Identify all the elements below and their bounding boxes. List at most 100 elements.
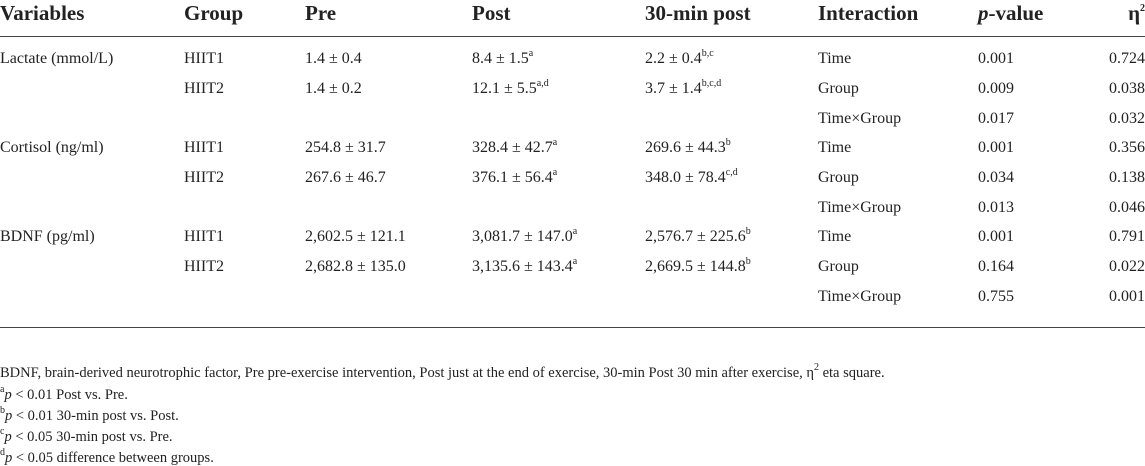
cell-variable: Lactate (mmol/L) xyxy=(0,50,113,68)
cell-variable-text: Lactate (mmol/L) xyxy=(0,50,114,67)
cell-pre-text: 2,602.5 ± 121.1 xyxy=(305,228,406,245)
cell-post-superscript: a xyxy=(552,136,558,148)
cell-interaction: Group xyxy=(818,169,859,187)
cell-eta-squared: 0.724 xyxy=(1109,50,1145,68)
cell-p-value-text: 0.001 xyxy=(978,228,1014,245)
cell-p-value-text: 0.164 xyxy=(978,258,1014,275)
cell-interaction-text: Time×Group xyxy=(818,199,902,216)
cell-eta-squared-text: 0.022 xyxy=(1109,258,1145,275)
cell-p-value: 0.755 xyxy=(978,288,1014,306)
cell-group: HIIT2 xyxy=(184,80,224,98)
footnote-p: p xyxy=(4,387,12,403)
footnote-mark: d xyxy=(0,447,5,459)
cell-post-text: 3,081.7 ± 147.0 xyxy=(472,228,573,245)
header-variables: Variables xyxy=(0,1,85,25)
header-post: Post xyxy=(472,1,511,25)
footnote-item: dp < 0.05 difference between groups. xyxy=(0,447,214,466)
cell-eta-squared-text: 0.356 xyxy=(1109,139,1145,156)
cell-post-superscript: a xyxy=(572,225,578,237)
cell-eta-squared-text: 0.001 xyxy=(1109,288,1145,305)
cell-interaction-text: Time×Group xyxy=(818,288,902,305)
eta-symbol: η xyxy=(1128,1,1140,25)
cell-interaction-text: Time xyxy=(818,228,852,245)
cell-eta-squared: 0.138 xyxy=(1109,169,1145,187)
footnote-text: < 0.01 30-min post vs. Post. xyxy=(12,408,179,424)
cell-30min-post-text: 348.0 ± 78.4 xyxy=(645,169,726,186)
cell-30min-post-superscript: b xyxy=(745,225,751,237)
table-row: Time×Group 0.013 0.046 xyxy=(0,199,1145,229)
cell-pre: 254.8 ± 31.7 xyxy=(305,139,386,157)
cell-interaction: Time xyxy=(818,228,851,246)
cell-eta-squared: 0.022 xyxy=(1109,258,1145,276)
cell-interaction: Time×Group xyxy=(818,288,901,306)
cell-eta-squared: 0.038 xyxy=(1109,80,1145,98)
abbrev-sup: 2 xyxy=(813,362,819,374)
cell-p-value: 0.009 xyxy=(978,80,1014,98)
cell-post: 328.4 ± 42.7a xyxy=(472,136,558,157)
abbrev-main: BDNF, brain-derived neurotrophic factor,… xyxy=(0,365,814,381)
cell-p-value: 0.001 xyxy=(978,139,1014,157)
cell-post: 12.1 ± 5.5a,d xyxy=(472,78,549,98)
cell-eta-squared-text: 0.046 xyxy=(1109,199,1145,216)
footnote-p: p xyxy=(4,429,12,445)
cell-30min-post-text: 2,576.7 ± 225.6 xyxy=(645,228,746,245)
cell-group: HIIT2 xyxy=(184,258,224,276)
cell-post-text: 376.1 ± 56.4 xyxy=(472,169,553,186)
cell-group-text: HIIT1 xyxy=(184,228,224,245)
cell-eta-squared-text: 0.138 xyxy=(1109,169,1145,186)
cell-interaction-text: Time xyxy=(818,139,852,156)
cell-post-text: 12.1 ± 5.5 xyxy=(472,80,537,97)
cell-interaction-text: Group xyxy=(818,80,859,97)
cell-p-value-text: 0.009 xyxy=(978,80,1014,97)
footnote-mark: b xyxy=(0,405,5,417)
cell-post: 376.1 ± 56.4a xyxy=(472,166,558,187)
footnote-mark: c xyxy=(0,426,5,438)
cell-pre-text: 1.4 ± 0.4 xyxy=(305,50,362,67)
cell-30min-post-superscript: b xyxy=(745,255,751,267)
cell-group-text: HIIT2 xyxy=(184,169,224,186)
cell-post: 8.4 ± 1.5a xyxy=(472,48,533,68)
cell-post: 3,135.6 ± 143.4a xyxy=(472,255,578,276)
abbrev-tail: eta square. xyxy=(818,365,885,381)
cell-group: HIIT1 xyxy=(184,139,224,157)
cell-p-value: 0.017 xyxy=(978,110,1014,128)
table-header: Variables Group Pre Post 30-min post Int… xyxy=(0,0,1145,34)
header-interaction: Interaction xyxy=(818,1,919,25)
cell-eta-squared: 0.032 xyxy=(1109,110,1145,128)
cell-interaction: Time×Group xyxy=(818,110,901,128)
cell-30min-post: 269.6 ± 44.3b xyxy=(645,137,731,157)
cell-interaction: Time×Group xyxy=(818,199,901,217)
cell-p-value: 0.001 xyxy=(978,50,1014,68)
header-30min-post: 30-min post xyxy=(645,1,751,25)
cell-30min-post: 2,576.7 ± 225.6b xyxy=(645,225,751,246)
abbreviations-note: BDNF, brain-derived neurotrophic factor,… xyxy=(0,362,885,381)
cell-interaction-text: Group xyxy=(818,169,859,186)
cell-30min-post-text: 2,669.5 ± 144.8 xyxy=(645,258,746,275)
cell-p-value: 0.013 xyxy=(978,199,1014,217)
cell-group: HIIT2 xyxy=(184,169,224,187)
cell-pre: 1.4 ± 0.2 xyxy=(305,80,362,98)
cell-interaction-text: Time xyxy=(818,50,852,67)
cell-p-value: 0.164 xyxy=(978,258,1014,276)
cell-post-superscript: a xyxy=(572,255,578,267)
table-row: Time×Group 0.017 0.032 xyxy=(0,110,1145,140)
table-row: Lactate (mmol/L) HIIT1 1.4 ± 0.4 8.4 ± 1.5a… xyxy=(0,47,1145,80)
cell-pre: 1.4 ± 0.4 xyxy=(305,50,362,68)
table-row: Cortisol (ng/ml) HIIT1 254.8 ± 31.7 328.4 ±… xyxy=(0,136,1145,169)
cell-eta-squared: 0.356 xyxy=(1109,139,1145,157)
footnote-item: cp < 0.05 30-min post vs. Pre. xyxy=(0,426,173,445)
cell-post-superscript: a xyxy=(552,166,558,178)
cell-30min-post: 2,669.5 ± 144.8b xyxy=(645,255,751,276)
cell-group: HIIT1 xyxy=(184,228,224,246)
header-group: Group xyxy=(184,1,244,25)
cell-30min-post-text: 269.6 ± 44.3 xyxy=(645,139,726,156)
table-row: Time×Group 0.755 0.001 xyxy=(0,288,1145,318)
cell-p-value-text: 0.017 xyxy=(978,110,1014,127)
cell-pre: 2,602.5 ± 121.1 xyxy=(305,228,406,246)
cell-30min-post-superscript: b,c xyxy=(701,47,714,59)
cell-post: 3,081.7 ± 147.0a xyxy=(472,225,578,246)
p-italic: p xyxy=(978,1,989,25)
cell-eta-squared-text: 0.038 xyxy=(1109,80,1145,97)
table-row: HIIT2 1.4 ± 0.2 12.1 ± 5.5a,d 3.7 ± 1.4b,c,… xyxy=(0,78,1145,110)
cell-interaction: Time xyxy=(818,50,851,68)
